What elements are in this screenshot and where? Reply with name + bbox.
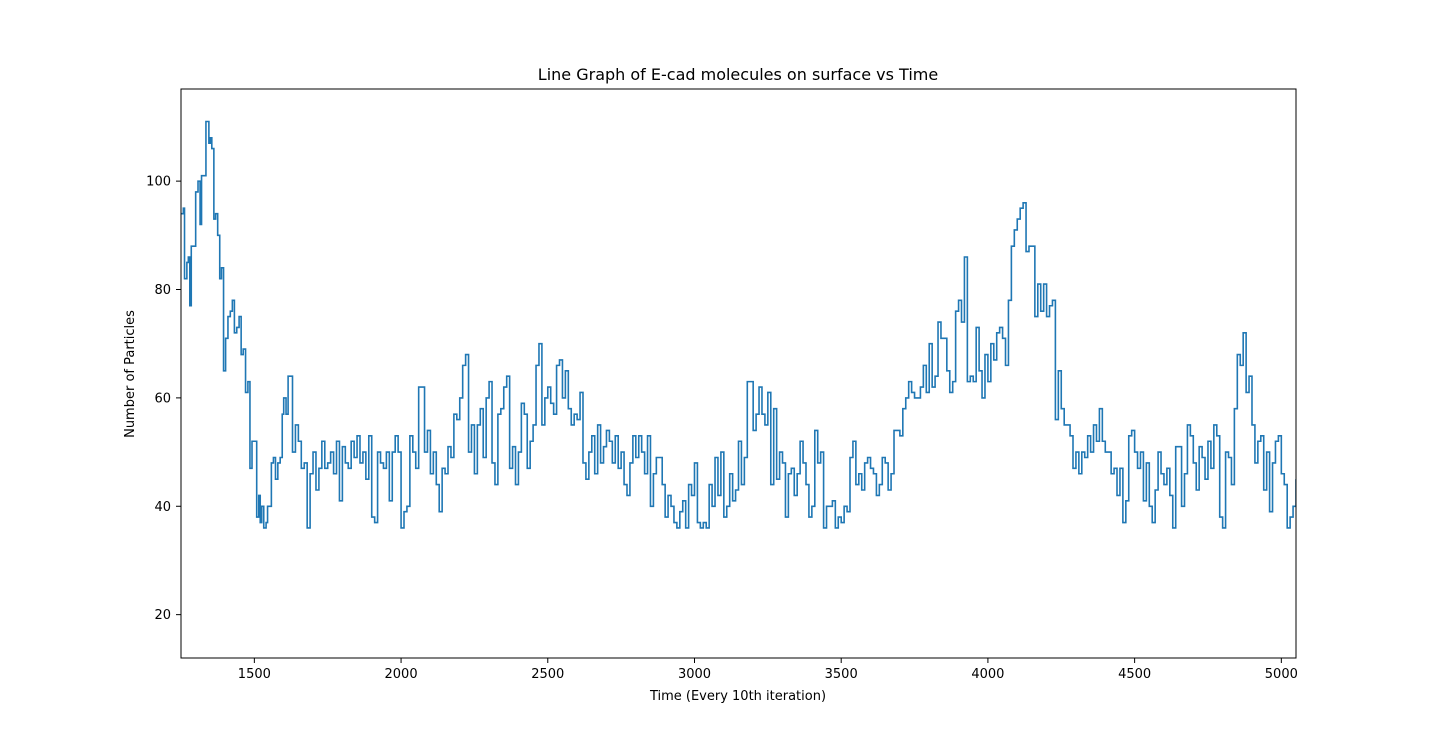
x-tick-label: 3500 xyxy=(825,667,858,682)
x-tick-label: 5000 xyxy=(1265,667,1298,682)
plot-area xyxy=(180,88,1297,659)
axes-border xyxy=(180,88,1297,659)
x-tick-label: 2500 xyxy=(531,667,564,682)
y-tick-label: 40 xyxy=(154,500,171,515)
x-axis-label: Time (Every 10th iteration) xyxy=(649,689,826,704)
y-tick-label: 80 xyxy=(154,283,171,298)
x-tick-label: 2000 xyxy=(385,667,418,682)
y-tick-label: 20 xyxy=(154,608,171,623)
chart-title: Line Graph of E-cad molecules on surface… xyxy=(538,65,938,84)
axes-frame xyxy=(180,88,1297,659)
series-line xyxy=(181,120,1296,529)
y-axis-label: Number of Particles xyxy=(123,310,138,438)
x-tick-label: 3000 xyxy=(678,667,711,682)
y-tick-label: 100 xyxy=(146,175,171,190)
y-tick-label: 60 xyxy=(154,391,171,406)
x-tick-label: 4000 xyxy=(971,667,1004,682)
y-axis: 20 40 60 80 100 xyxy=(146,175,181,623)
x-tick-label: 1500 xyxy=(238,667,271,682)
x-axis: 1500 2000 2500 3000 3500 4000 4500 5000 xyxy=(238,658,1298,682)
x-tick-label: 4500 xyxy=(1118,667,1151,682)
